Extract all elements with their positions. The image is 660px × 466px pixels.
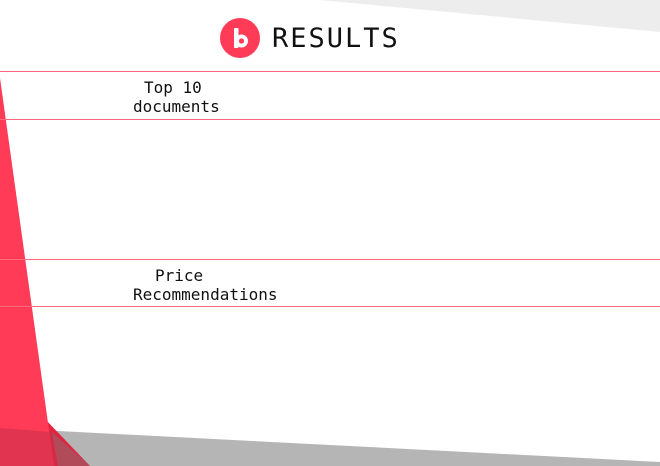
overlap-shade-2 (52, 432, 90, 466)
results-header: RESULTS (220, 18, 400, 58)
brand-logo-icon (220, 18, 260, 58)
section-label-line1: Top 10 (144, 78, 202, 97)
bottom-gray-band (0, 428, 660, 466)
section-label-price-recommendations: Price Recommendations (133, 266, 278, 304)
overlap-shade (0, 428, 58, 466)
section-top-divider-bottom (0, 119, 660, 120)
page-title: RESULTS (272, 22, 400, 54)
section-label-line2: documents (133, 97, 220, 116)
section-price-divider (0, 259, 660, 260)
section-price-divider-bottom (0, 306, 660, 307)
section-label-top-documents: Top 10 documents (133, 78, 220, 116)
logo-b-glyph (234, 28, 248, 48)
section-label-line2: Recommendations (133, 285, 278, 304)
left-pink-wedge (0, 78, 54, 466)
section-top-divider (0, 71, 660, 72)
section-label-line1: Price (155, 266, 204, 285)
top-right-gray-wedge (320, 0, 660, 32)
